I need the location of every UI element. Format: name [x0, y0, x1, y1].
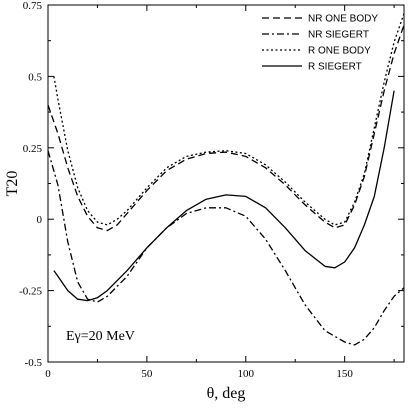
- legend-label: R ONE BODY: [308, 46, 371, 57]
- energy-annotation: Eγ=20 MeV: [66, 329, 135, 344]
- legend: NR ONE BODY NR SIEGERT R ONE BODY R SIEGERT: [262, 14, 378, 73]
- y-axis-title: T20: [4, 171, 21, 197]
- y-tick-label: 0: [37, 214, 43, 226]
- legend-label: NR ONE BODY: [308, 14, 378, 25]
- x-tick-label: 0: [45, 368, 51, 380]
- series-layer: [47, 13, 405, 346]
- tick-layer: 0 50 100 150 -0.5 -0.25 0 0.25 0.5 0.75: [19, 0, 404, 380]
- y-tick-label: -0.25: [19, 286, 42, 298]
- y-tick-label: -0.5: [25, 357, 43, 369]
- legend-label: R SIEGERT: [308, 62, 362, 73]
- series-line-3: [53, 90, 395, 302]
- legend-label: NR SIEGERT: [308, 30, 369, 41]
- x-tick-label: 100: [238, 368, 255, 380]
- y-tick-label: 0.25: [23, 143, 43, 155]
- y-tick-label: 0.5: [28, 71, 42, 83]
- x-tick-label: 150: [336, 368, 353, 380]
- series-line-1: [47, 150, 405, 346]
- series-line-0: [47, 24, 405, 232]
- y-tick-label: 0.75: [23, 0, 43, 12]
- x-tick-label: 50: [141, 368, 153, 380]
- x-axis-title: θ, deg: [207, 385, 246, 402]
